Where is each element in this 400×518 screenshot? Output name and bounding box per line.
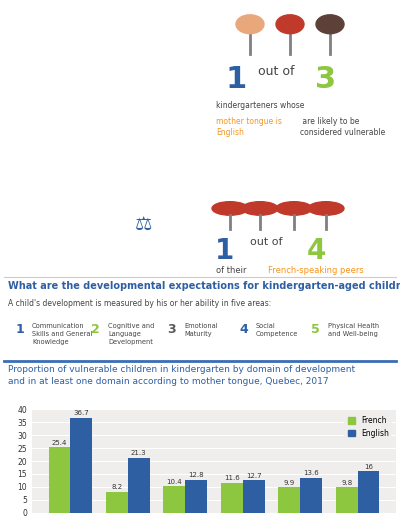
Bar xyxy=(70,418,92,513)
Text: French-speaking peers: French-speaking peers xyxy=(268,266,364,275)
Circle shape xyxy=(276,202,312,215)
Text: 4: 4 xyxy=(306,237,326,265)
Bar xyxy=(358,471,380,513)
Text: mother tongue is
English: mother tongue is English xyxy=(216,117,282,137)
Text: of their: of their xyxy=(216,266,249,275)
Bar xyxy=(128,458,150,513)
Text: 36.7: 36.7 xyxy=(74,410,89,416)
Text: Physical Health
and Well-being: Physical Health and Well-being xyxy=(328,323,379,337)
Text: Social
Competence: Social Competence xyxy=(256,323,298,337)
Text: 16: 16 xyxy=(364,464,373,470)
Text: 9.9: 9.9 xyxy=(284,480,295,486)
Text: compared to: compared to xyxy=(246,144,354,159)
Text: kindergarten children: kindergarten children xyxy=(14,72,184,86)
Text: Children deserve early
intervention and equal
opportunities to develop
skills th: Children deserve early intervention and … xyxy=(16,203,128,262)
Text: 5: 5 xyxy=(311,323,320,336)
Text: 1: 1 xyxy=(15,323,24,336)
Circle shape xyxy=(242,202,278,215)
Bar xyxy=(164,486,185,513)
Text: 25.4: 25.4 xyxy=(52,440,67,445)
Circle shape xyxy=(316,15,344,34)
Text: ⚖: ⚖ xyxy=(135,216,153,235)
Text: 12.7: 12.7 xyxy=(246,472,262,479)
Text: Source: Quebec Survey of Child Development in Kindergarten,
2017, Institut de la: Source: Quebec Survey of Child Developme… xyxy=(14,132,211,143)
Text: 3: 3 xyxy=(316,65,336,94)
Text: Proportion of vulnerable children in kindergarten by domain of development
and i: Proportion of vulnerable children in kin… xyxy=(8,365,355,386)
Bar xyxy=(300,478,322,513)
Bar xyxy=(221,483,243,513)
Text: Children deserve early
intervention and equal
opportunities to develop
skills th: Children deserve early intervention and … xyxy=(14,174,122,233)
Text: 1: 1 xyxy=(225,65,247,94)
Text: 2: 2 xyxy=(91,323,100,336)
Text: 1: 1 xyxy=(214,237,234,265)
Text: A child's development is measured by his or her ability in five areas:: A child's development is measured by his… xyxy=(8,299,271,308)
Text: 21.3: 21.3 xyxy=(131,450,146,456)
Text: 11.6: 11.6 xyxy=(224,476,240,482)
Circle shape xyxy=(236,15,264,34)
Text: 3: 3 xyxy=(167,323,176,336)
Text: What are the developmental expectations for kindergarten-aged children?: What are the developmental expectations … xyxy=(8,281,400,291)
Text: Did you know that: Did you know that xyxy=(14,16,157,30)
Bar xyxy=(48,447,70,513)
Text: are more vulnerable?: are more vulnerable? xyxy=(14,99,181,114)
Text: English-speaking: English-speaking xyxy=(14,44,147,58)
Text: out of: out of xyxy=(258,65,294,78)
Text: Communication
Skills and General
Knowledge: Communication Skills and General Knowled… xyxy=(32,323,92,345)
Bar xyxy=(185,480,207,513)
Circle shape xyxy=(212,202,248,215)
Text: 4: 4 xyxy=(239,323,248,336)
Legend: French, English: French, English xyxy=(344,413,392,441)
Text: Cognitive and
Language
Development: Cognitive and Language Development xyxy=(108,323,154,345)
Circle shape xyxy=(308,202,344,215)
Text: kindergarteners whose: kindergarteners whose xyxy=(216,101,307,110)
Bar xyxy=(336,487,358,513)
Circle shape xyxy=(276,15,304,34)
Bar xyxy=(243,480,264,513)
Circle shape xyxy=(88,212,200,254)
Text: 10.4: 10.4 xyxy=(166,479,182,485)
Bar xyxy=(278,487,300,513)
Text: out of: out of xyxy=(250,237,282,247)
Text: 12.8: 12.8 xyxy=(188,472,204,479)
Text: 8.2: 8.2 xyxy=(111,484,122,490)
Text: Emotional
Maturity: Emotional Maturity xyxy=(184,323,218,337)
Bar xyxy=(106,492,128,513)
Text: are likely to be considered vulnerable: are likely to be considered vulnerable xyxy=(300,117,385,137)
Text: 9.8: 9.8 xyxy=(341,480,352,486)
Text: 13.6: 13.6 xyxy=(303,470,319,477)
